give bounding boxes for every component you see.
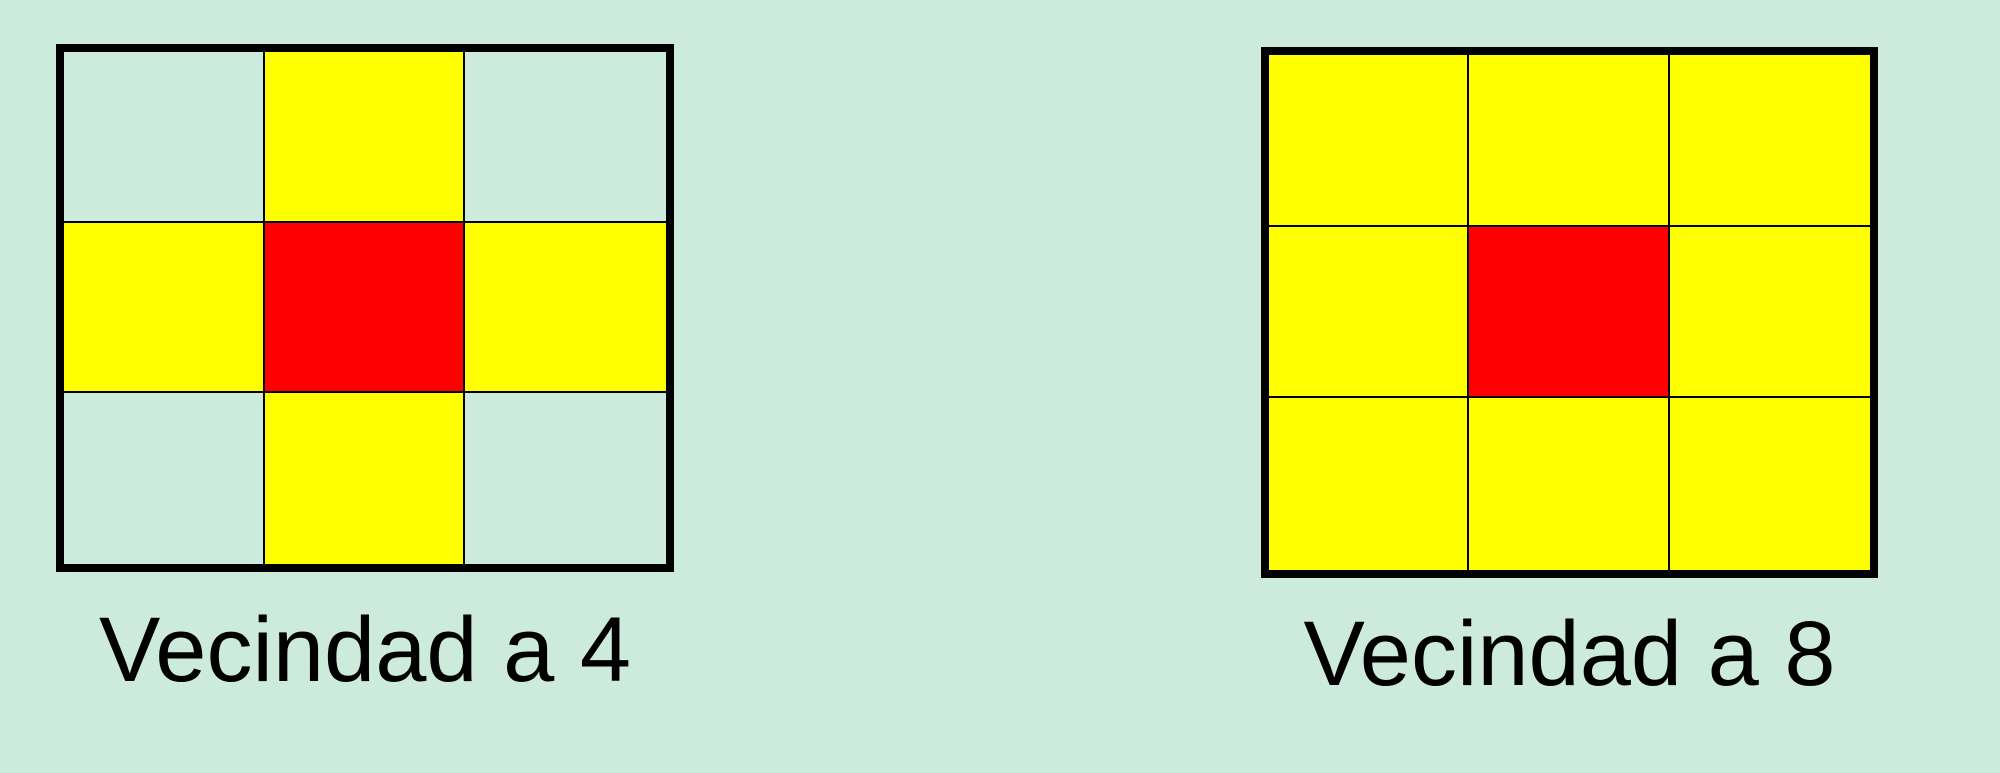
empty-cell: [465, 393, 666, 564]
neighborhood-4-caption: Vecindad a 4: [98, 599, 631, 701]
center-cell: [264, 222, 466, 394]
neighbor-cell: [1669, 226, 1870, 399]
neighborhood-8-grid: [1261, 47, 1878, 578]
neighbor-cell: [1669, 55, 1870, 227]
empty-cell: [64, 393, 265, 564]
neighbor-cell: [264, 393, 466, 564]
neighbor-cell: [264, 52, 466, 223]
neighbor-cell: [465, 222, 666, 394]
neighbor-cell: [1269, 398, 1470, 570]
neighbor-cell: [1269, 55, 1470, 227]
neighbor-cell: [1669, 398, 1870, 570]
neighbor-cell: [1469, 398, 1670, 570]
neighbor-cell: [1269, 226, 1470, 399]
neighborhood-8-caption: Vecindad a 8: [1303, 603, 1836, 705]
neighbor-cell: [1469, 55, 1670, 227]
empty-cell: [465, 52, 666, 223]
neighbor-cell: [64, 222, 265, 394]
center-cell: [1469, 226, 1670, 399]
empty-cell: [64, 52, 265, 223]
neighborhood-4-grid: [56, 44, 674, 572]
